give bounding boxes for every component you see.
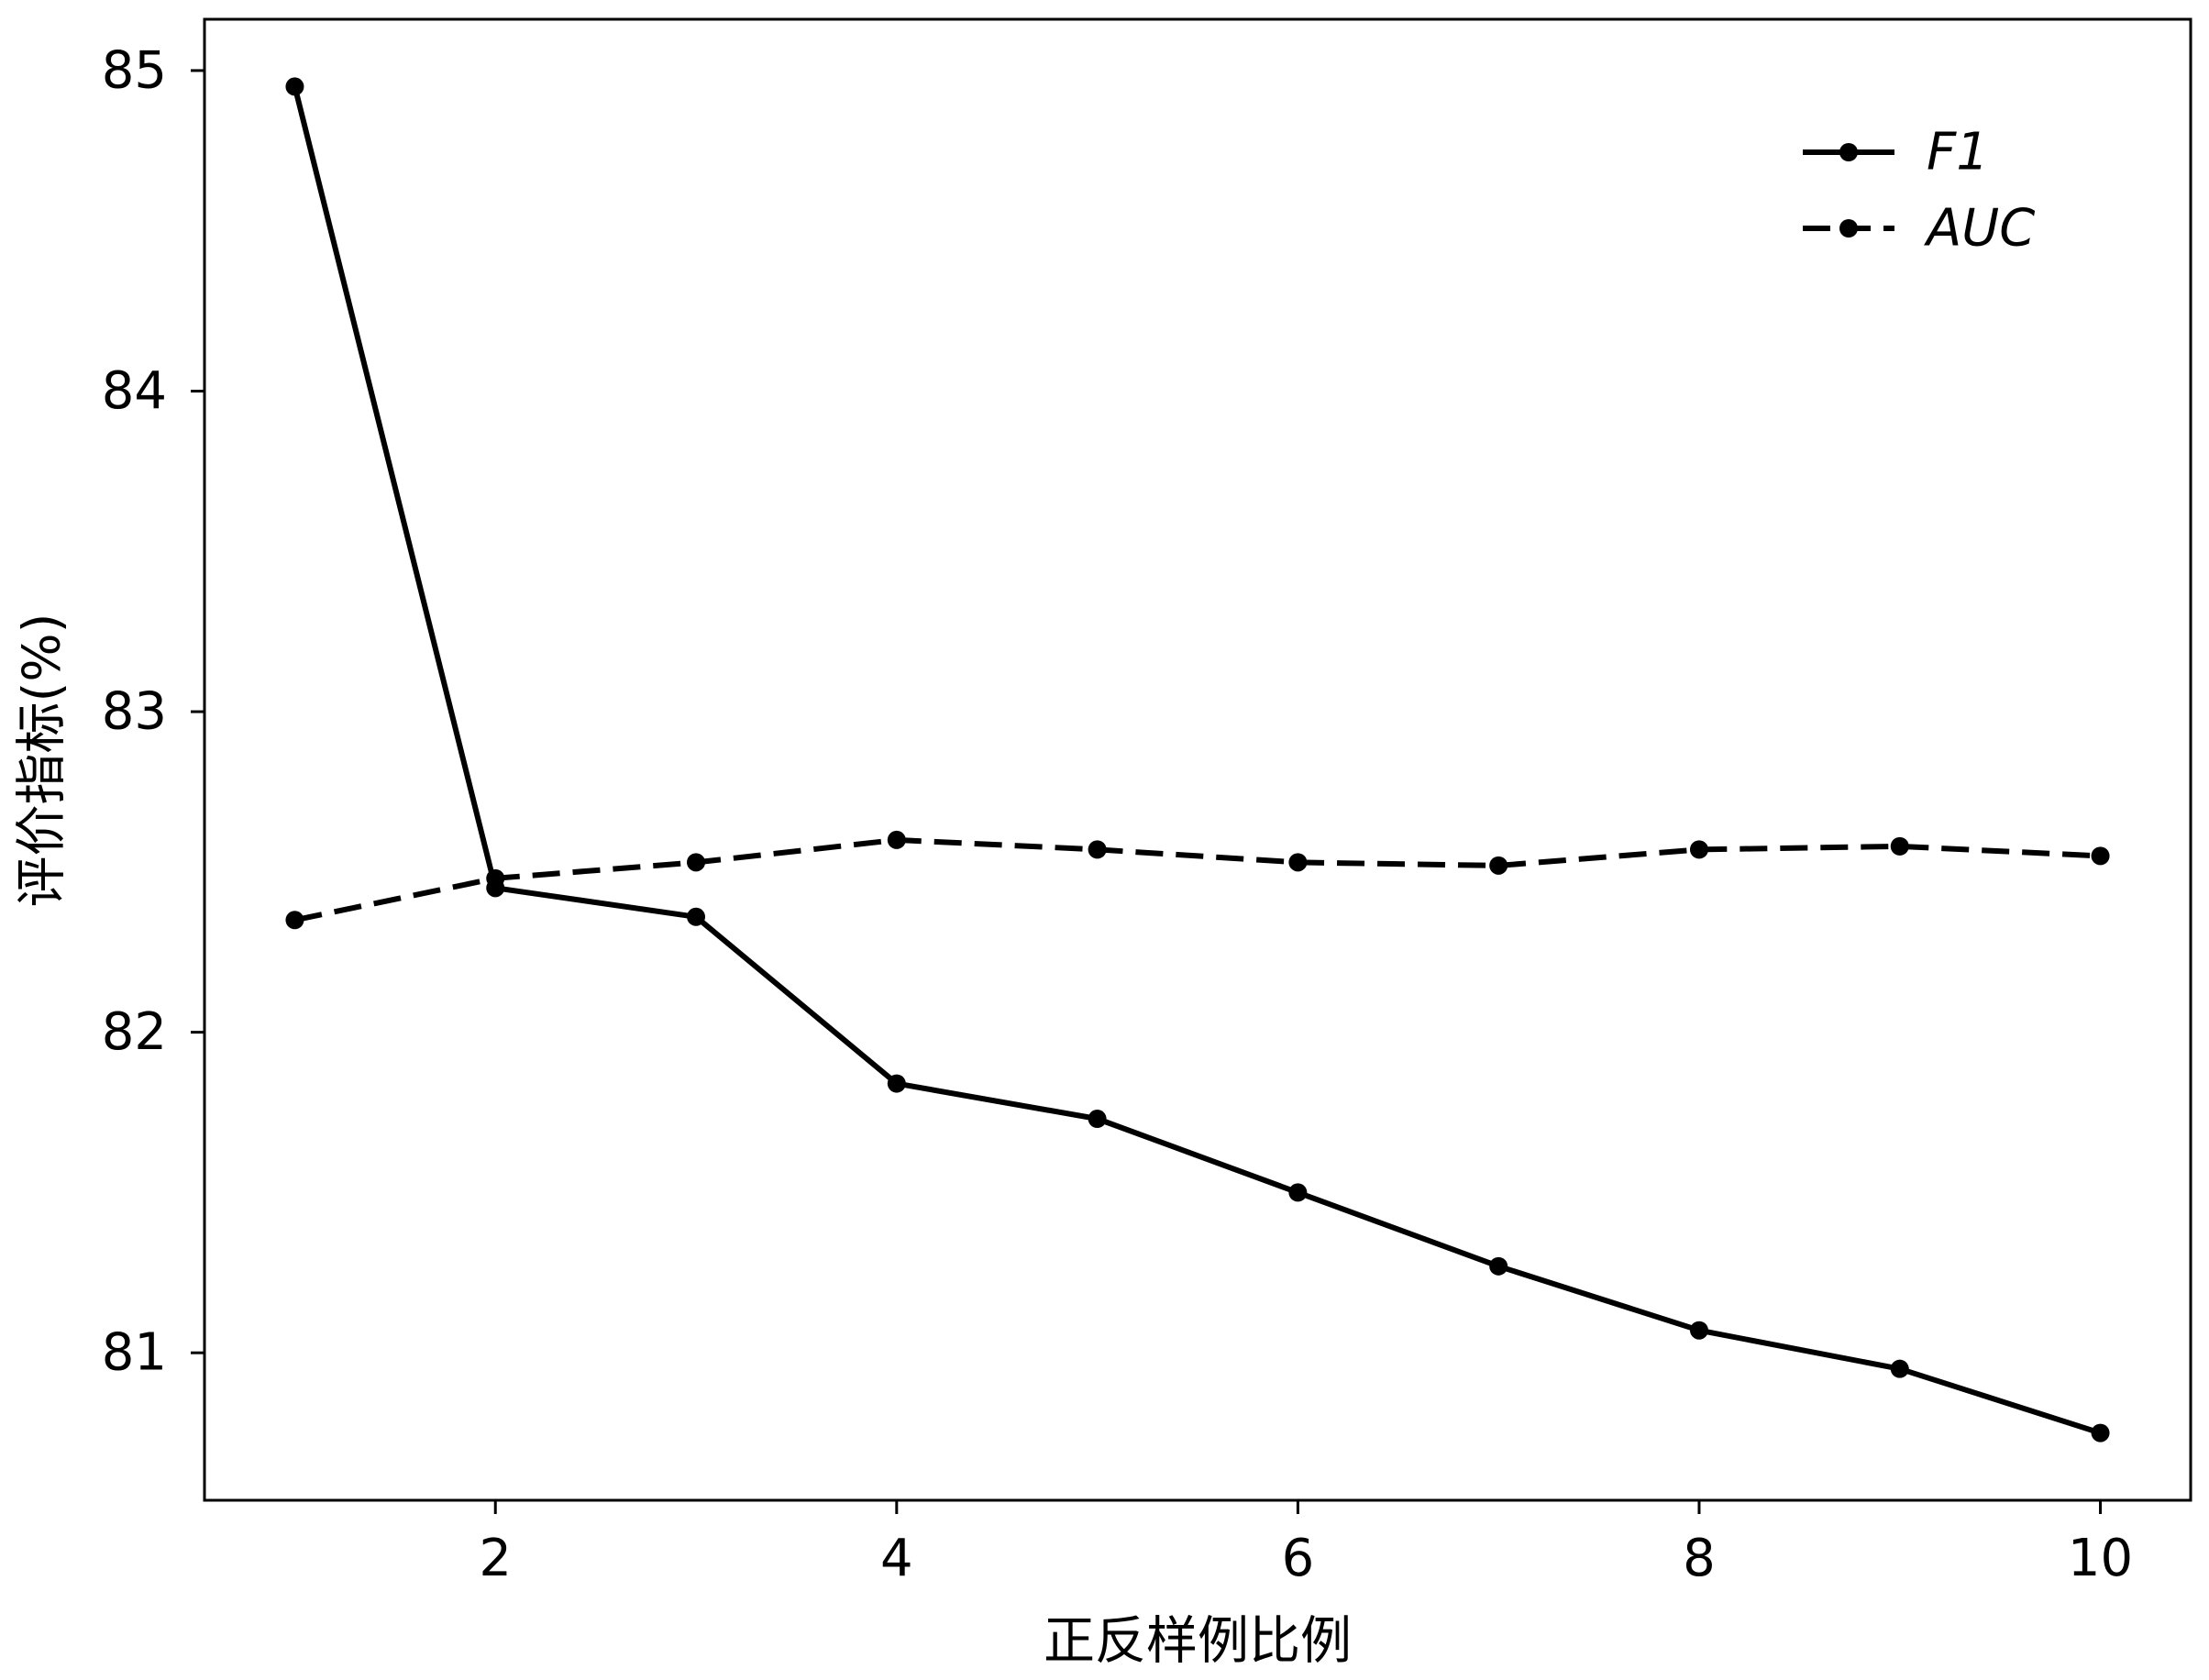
f1-point [1288,1183,1308,1202]
y-tick-label: 84 [102,361,167,421]
x-tick-label: 4 [880,1529,913,1588]
auc-point [1890,836,1909,856]
auc-point [687,853,706,872]
legend-auc-label: AUC [1924,199,2035,259]
legend: F1 AUC [1803,123,2035,259]
x-tick-label: 6 [1282,1529,1315,1588]
f1-point [687,907,706,926]
f1-point [1489,1256,1508,1276]
legend-f1-label: F1 [1927,123,1989,182]
x-axis-label: 正反样例比例 [1044,1612,1352,1672]
auc-point [1088,840,1107,859]
x-tick-label: 10 [2068,1529,2133,1588]
auc-point [1489,856,1508,875]
y-tick-label: 83 [102,682,167,742]
f1-point [2091,1423,2110,1442]
y-tick-label: 81 [102,1323,167,1383]
auc-point [285,911,304,930]
f1-point [1890,1359,1909,1378]
y-tick-label: 85 [102,40,167,100]
f1-point [1689,1321,1708,1340]
x-tick-label: 2 [479,1529,512,1588]
plot-series [285,77,2110,1442]
y-tick-label: 82 [102,1002,167,1062]
auc-point [1288,853,1308,872]
y-axis-label: 评价指标(%) [13,613,72,908]
legend-f1-marker [1839,143,1858,161]
legend-item-auc: AUC [1803,199,2035,259]
legend-auc-marker [1839,219,1858,238]
plot-frame [203,17,2192,1502]
f1-point [887,1074,906,1093]
f1-line [292,85,2102,1436]
f1-point [285,77,304,96]
x-tick-label: 8 [1683,1529,1716,1588]
auc-point [2091,846,2110,866]
axis-ticks: 2 4 6 8 10 81 82 83 84 85 [102,40,2133,1588]
auc-point [887,830,906,849]
auc-line [293,836,2101,923]
f1-point [1088,1110,1107,1129]
legend-item-f1: F1 [1803,123,1989,182]
auc-point [486,868,505,888]
auc-point [1689,840,1708,859]
